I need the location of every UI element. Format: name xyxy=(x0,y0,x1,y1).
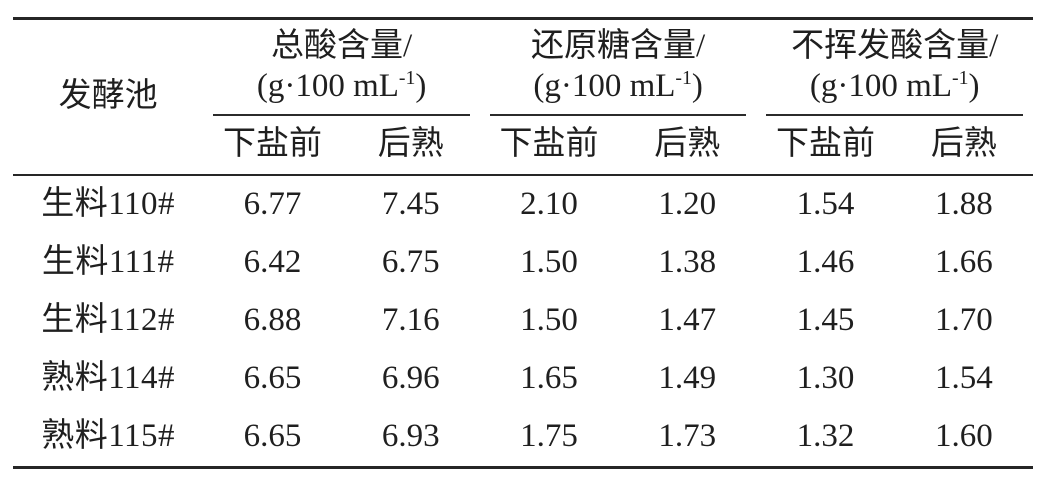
table-row: 熟料115# 6.65 6.93 1.75 1.73 1.32 1.60 xyxy=(13,408,1033,468)
unit-prefix: (g·100 mL xyxy=(809,68,952,105)
value-cell: 1.20 xyxy=(658,185,717,222)
unit-suffix: ) xyxy=(968,68,980,105)
pool-cell: 熟料114# xyxy=(41,359,176,396)
pool-cell: 生料110# xyxy=(41,185,176,222)
subheader-row: 下盐前 后熟 下盐前 后熟 下盐前 后熟 xyxy=(13,116,1033,175)
value-cell: 1.49 xyxy=(658,359,717,396)
group-header-row: 发酵池 总酸含量/ (g·100 mL-1) 还原糖含量/ (g·100 mL-… xyxy=(13,19,1033,116)
value-cell: 2.10 xyxy=(520,185,578,222)
unit-superscript: -1 xyxy=(951,67,969,90)
group-unit-reducing-sugar: (g·100 mL-1) xyxy=(490,66,747,106)
subheader-total-acid-before-salting: 下盐前 xyxy=(222,125,322,162)
value-cell: 6.42 xyxy=(243,243,302,280)
value-cell: 1.54 xyxy=(934,359,993,396)
value-cell: 1.50 xyxy=(520,243,578,280)
table-row: 熟料114# 6.65 6.96 1.65 1.49 1.30 1.54 xyxy=(13,350,1033,408)
group-title-reducing-sugar: 还原糖含量/ xyxy=(531,28,706,64)
value-cell: 6.88 xyxy=(243,301,302,338)
value-cell: 1.70 xyxy=(934,301,993,338)
value-cell: 1.45 xyxy=(796,301,855,338)
value-cell: 1.88 xyxy=(934,185,993,222)
table-row: 生料112# 6.88 7.16 1.50 1.47 1.45 1.70 xyxy=(13,292,1033,350)
group-title-nonvolatile-acid: 不挥发酸含量/ xyxy=(791,28,999,64)
pool-column-header: 发酵池 xyxy=(58,77,158,114)
value-cell: 6.65 xyxy=(243,417,302,454)
unit-prefix: (g·100 mL xyxy=(533,68,676,105)
value-cell: 7.16 xyxy=(381,301,440,338)
value-cell: 1.46 xyxy=(796,243,855,280)
unit-suffix: ) xyxy=(691,68,703,105)
unit-superscript: -1 xyxy=(675,67,692,90)
pool-cell: 熟料115# xyxy=(41,417,176,454)
group-header-total-acid-inner: 总酸含量/ (g·100 mL-1) xyxy=(213,20,470,116)
subheader-total-acid-ripened: 后熟 xyxy=(377,125,444,162)
value-cell: 1.38 xyxy=(658,243,717,280)
subheader-nonvolatile-acid-ripened: 后熟 xyxy=(930,125,997,162)
table-header: 发酵池 总酸含量/ (g·100 mL-1) 还原糖含量/ (g·100 mL-… xyxy=(13,19,1033,175)
group-header-reducing-sugar: 还原糖含量/ (g·100 mL-1) xyxy=(480,19,757,116)
group-title-total-acid: 总酸含量/ xyxy=(271,28,413,64)
table-row: 生料110# 6.77 7.45 2.10 1.20 1.54 1.88 xyxy=(13,175,1033,234)
subheader-reducing-sugar-ripened: 后熟 xyxy=(654,125,721,162)
value-cell: 1.75 xyxy=(520,417,578,454)
value-cell: 1.65 xyxy=(520,359,578,396)
group-header-reducing-sugar-inner: 还原糖含量/ (g·100 mL-1) xyxy=(489,20,747,116)
group-header-total-acid: 总酸含量/ (g·100 mL-1) xyxy=(203,19,480,116)
subheader-nonvolatile-acid-before-salting: 下盐前 xyxy=(776,125,876,162)
value-cell: 7.45 xyxy=(381,185,440,222)
value-cell: 1.32 xyxy=(796,417,855,454)
value-cell: 6.96 xyxy=(381,359,440,396)
value-cell: 1.47 xyxy=(658,301,717,338)
group-header-nonvolatile-acid-inner: 不挥发酸含量/ (g·100 mL-1) xyxy=(766,20,1023,116)
unit-superscript: -1 xyxy=(398,67,416,90)
subheader-reducing-sugar-before-salting: 下盐前 xyxy=(499,125,599,162)
value-cell: 6.75 xyxy=(381,243,440,280)
group-unit-nonvolatile-acid: (g·100 mL-1) xyxy=(766,66,1023,106)
group-unit-total-acid: (g·100 mL-1) xyxy=(213,66,470,106)
value-cell: 1.60 xyxy=(934,417,993,454)
group-header-nonvolatile-acid: 不挥发酸含量/ (g·100 mL-1) xyxy=(756,19,1033,116)
value-cell: 1.50 xyxy=(520,301,578,338)
unit-prefix: (g·100 mL xyxy=(256,68,399,105)
value-cell: 1.73 xyxy=(658,417,717,454)
value-cell: 6.65 xyxy=(243,359,302,396)
value-cell: 1.66 xyxy=(934,243,993,280)
value-cell: 1.30 xyxy=(796,359,855,396)
unit-suffix: ) xyxy=(415,68,427,105)
pool-cell: 生料112# xyxy=(41,301,176,338)
value-cell: 1.54 xyxy=(796,185,855,222)
table-body: 生料110# 6.77 7.45 2.10 1.20 1.54 1.88 生料1… xyxy=(13,175,1033,468)
pool-cell: 生料111# xyxy=(41,243,175,280)
value-cell: 6.77 xyxy=(243,185,302,222)
value-cell: 6.93 xyxy=(381,417,440,454)
fermentation-results-table: 发酵池 总酸含量/ (g·100 mL-1) 还原糖含量/ (g·100 mL-… xyxy=(13,17,1033,469)
table-row: 生料111# 6.42 6.75 1.50 1.38 1.46 1.66 xyxy=(13,234,1033,292)
